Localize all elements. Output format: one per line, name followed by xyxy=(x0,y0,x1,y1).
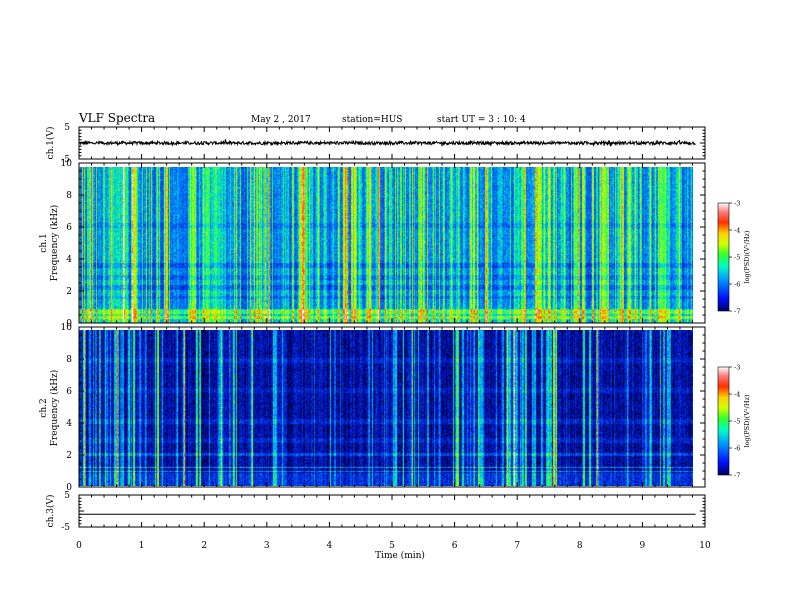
x-tick-label: 9 xyxy=(640,541,646,551)
y-tick-label: 0 xyxy=(66,483,72,493)
ch1-voltage-ytick-top: 5 xyxy=(64,123,70,133)
colorbar-tick-label: -6 xyxy=(734,281,740,289)
y-tick-label: 2 xyxy=(66,287,72,297)
figure-title: VLF Spectra xyxy=(78,111,155,125)
x-tick-label: 5 xyxy=(389,541,395,551)
colorbar-tick-label: -4 xyxy=(734,227,740,235)
ch2-spectrogram-yticks: 0 2 4 6 8 10 xyxy=(61,323,73,493)
x-tick-label: 1 xyxy=(139,541,145,551)
colorbar-tick-label: -5 xyxy=(734,254,740,262)
ch1-voltage-ytick-bottom: -5 xyxy=(61,155,70,165)
ch2-spectrogram-ylabel-channel: ch.2 xyxy=(39,398,49,417)
y-tick-label: 4 xyxy=(66,255,72,265)
colorbar-tick-label: -4 xyxy=(734,391,740,399)
x-tick-label: 10 xyxy=(699,541,711,551)
colorbar-tick-label: -3 xyxy=(734,200,740,208)
station-label: station=HUS xyxy=(342,115,402,125)
y-tick-label: 6 xyxy=(66,387,72,397)
start-time-label: start UT = 3 : 10: 4 xyxy=(437,115,526,125)
ch3-voltage-ylabel: ch.3(V) xyxy=(45,495,56,528)
colorbar-ch1: -3 -4 -5 -6 -7 log(PSD)(V²/Hz) xyxy=(717,200,751,316)
x-tick-label: 4 xyxy=(327,541,333,551)
ch3-voltage-ytick-top: 5 xyxy=(64,491,70,501)
x-axis-label: Time (min) xyxy=(375,550,425,561)
colorbar-ch1-gradient xyxy=(717,202,730,312)
axis-ticks xyxy=(78,126,706,528)
y-tick-label: 10 xyxy=(61,323,73,333)
spectrogram-ch2-image xyxy=(79,330,693,486)
ch2-spectrogram-ylabel-frequency: Frequency (kHz) xyxy=(49,370,60,447)
x-tick-label: 6 xyxy=(452,541,458,551)
colorbar-tick-label: -5 xyxy=(734,418,740,426)
colorbar-ch1-ticks: -3 -4 -5 -6 -7 xyxy=(729,200,740,316)
x-tick-label: 8 xyxy=(577,541,583,551)
ch1-waveform-line xyxy=(78,139,696,148)
colorbar-ch1-label: log(PSD)(V²/Hz) xyxy=(743,230,751,283)
y-tick-label: 4 xyxy=(66,419,72,429)
x-tick-label: 0 xyxy=(76,541,82,551)
x-tick-label: 3 xyxy=(264,541,270,551)
colorbar-tick-label: -7 xyxy=(734,472,740,480)
colorbar-ch2: -3 -4 -5 -6 -7 log(PSD)(V²/Hz) xyxy=(717,364,751,480)
x-axis-tick-labels: 0 1 2 3 4 5 6 7 8 9 10 xyxy=(76,541,711,551)
y-tick-label: 10 xyxy=(61,159,73,169)
ch1-voltage-ylabel: ch.1(V) xyxy=(45,127,56,160)
colorbar-ch2-label: log(PSD)(V²/Hz) xyxy=(743,394,751,447)
y-tick-label: 2 xyxy=(66,451,72,461)
spectrogram-ch2 xyxy=(79,330,693,486)
colorbar-tick-label: -6 xyxy=(734,445,740,453)
colorbar-ch2-ticks: -3 -4 -5 -6 -7 xyxy=(729,364,740,480)
colorbar-ch2-gradient xyxy=(717,366,730,476)
x-tick-label: 7 xyxy=(514,541,520,551)
y-tick-label: 6 xyxy=(66,223,72,233)
ch3-voltage-ytick-bottom: -5 xyxy=(61,523,70,533)
ch1-spectrogram-ylabel-frequency: Frequency (kHz) xyxy=(49,205,60,282)
colorbar-tick-label: -7 xyxy=(734,308,740,316)
y-tick-label: 8 xyxy=(66,355,72,365)
ch1-spectrogram-yticks: 0 2 4 6 8 10 xyxy=(61,159,73,329)
x-tick-label: 2 xyxy=(201,541,207,551)
colorbar-tick-label: -3 xyxy=(734,364,740,372)
y-tick-label: 8 xyxy=(66,191,72,201)
spectrogram-ch1 xyxy=(79,167,693,323)
y-tick-label: 0 xyxy=(66,319,72,329)
ch1-spectrogram-ylabel-channel: ch.1 xyxy=(39,233,49,252)
spectrogram-ch1-image xyxy=(79,167,693,323)
date-label: May 2 , 2017 xyxy=(251,115,311,125)
